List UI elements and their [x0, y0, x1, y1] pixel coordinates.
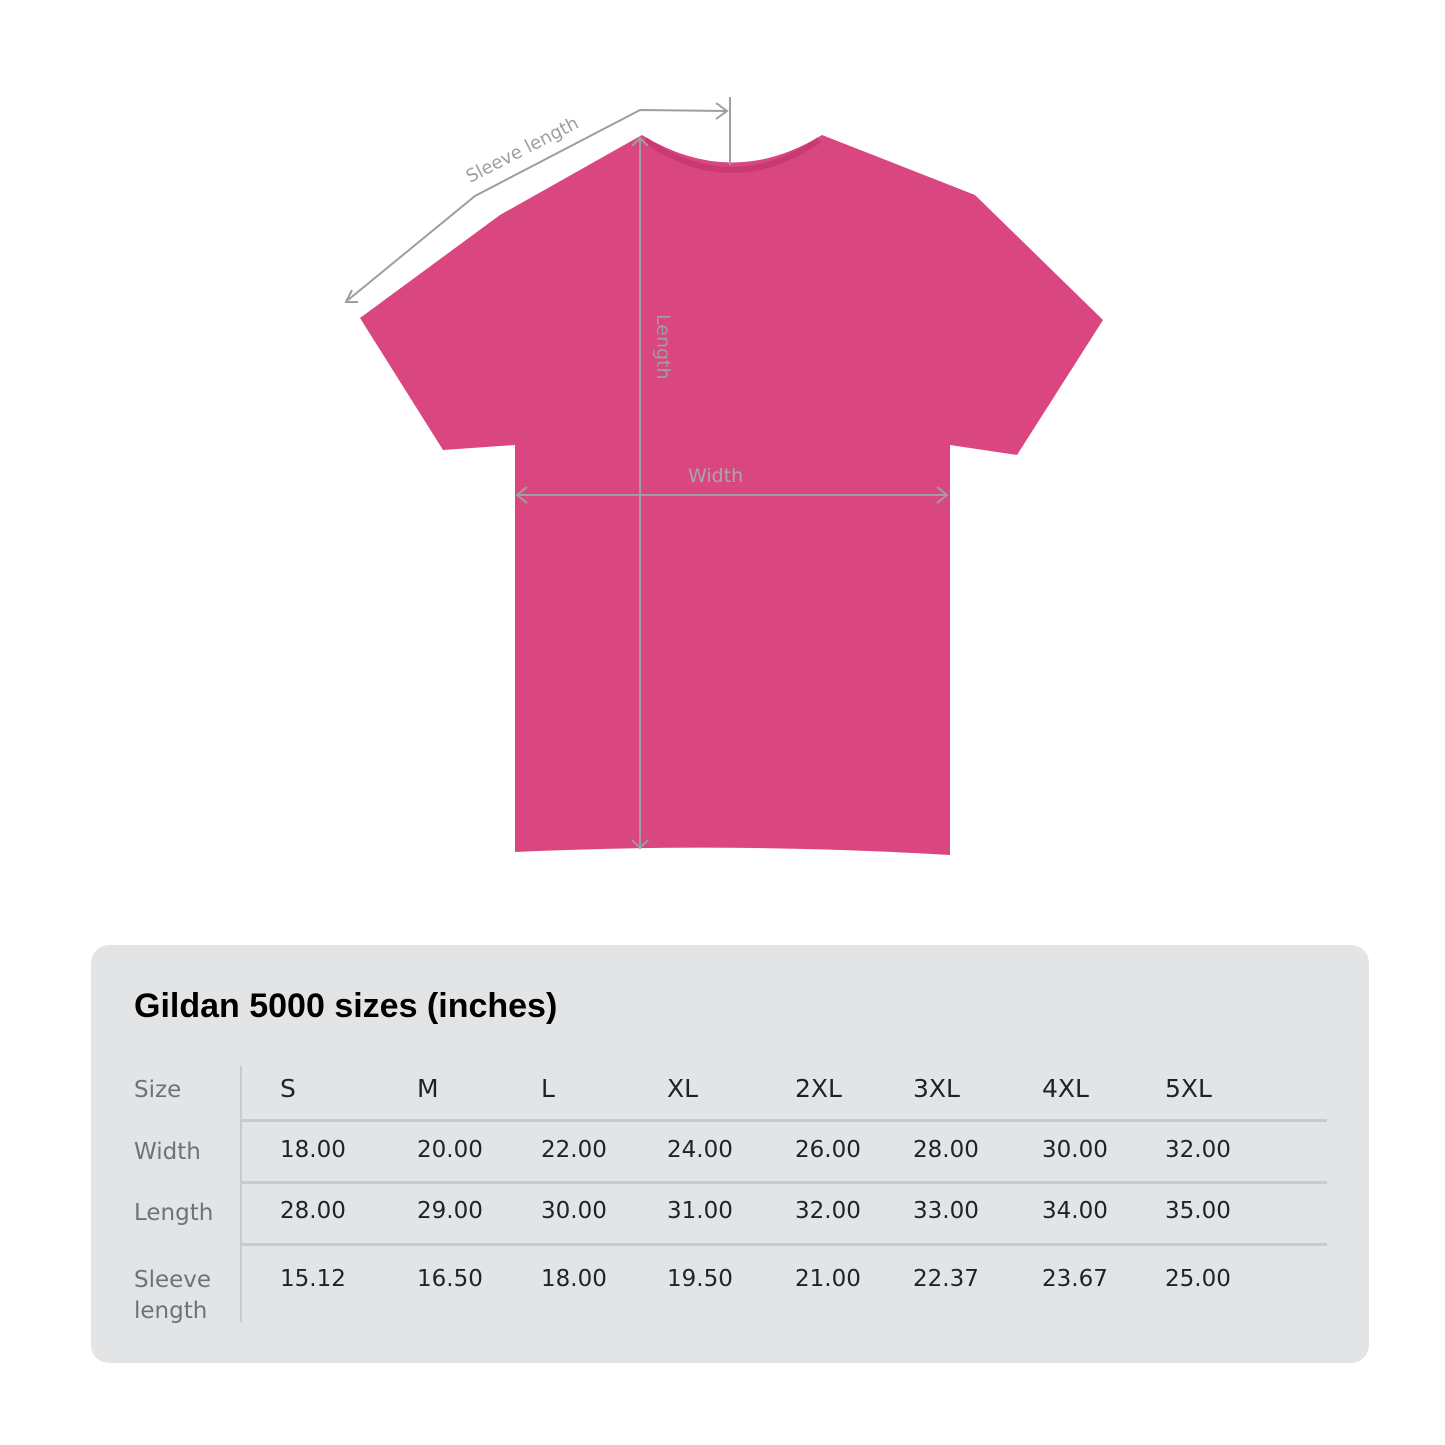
width-cell: 30.00 — [1042, 1137, 1108, 1163]
width-cell: 22.00 — [541, 1137, 607, 1163]
width-cell: 28.00 — [913, 1137, 979, 1163]
width-cell: 26.00 — [795, 1137, 861, 1163]
length-cell: 34.00 — [1042, 1198, 1108, 1224]
divider — [241, 1119, 1327, 1122]
sleeve-length-cell: 21.00 — [795, 1266, 861, 1292]
sleeve-length-cell: 19.50 — [667, 1266, 733, 1292]
measure-lines — [344, 97, 949, 850]
length-label: Length — [652, 314, 674, 380]
sleeve-length-cell: 23.67 — [1042, 1266, 1108, 1292]
sleeve-length-cell: 15.12 — [280, 1266, 346, 1292]
sleeve-length-cell: 25.00 — [1165, 1266, 1231, 1292]
size-header: L — [541, 1074, 555, 1103]
size-header: S — [280, 1074, 296, 1103]
size-table-card: Gildan 5000 sizes (inches) Size Width Le… — [91, 945, 1369, 1363]
tshirt-collar — [643, 137, 821, 173]
divider — [241, 1181, 1327, 1184]
size-header: 4XL — [1042, 1074, 1089, 1103]
row-label-sleeve-length: Sleeve length — [134, 1267, 212, 1324]
table-title: Gildan 5000 sizes (inches) — [134, 987, 558, 1025]
sleeve-length-cell: 16.50 — [417, 1266, 483, 1292]
size-header: 5XL — [1165, 1074, 1212, 1103]
width-cell: 18.00 — [280, 1137, 346, 1163]
sleeve-length-cell: 22.37 — [913, 1266, 979, 1292]
width-cell: 24.00 — [667, 1137, 733, 1163]
divider — [240, 1066, 242, 1322]
row-label-size: Size — [134, 1077, 182, 1103]
length-cell: 35.00 — [1165, 1198, 1231, 1224]
size-header: XL — [667, 1074, 699, 1103]
width-cell: 32.00 — [1165, 1137, 1231, 1163]
size-header: M — [417, 1074, 439, 1103]
divider — [241, 1243, 1327, 1246]
length-cell: 33.00 — [913, 1198, 979, 1224]
row-label-length: Length — [134, 1200, 214, 1226]
size-header: 3XL — [913, 1074, 960, 1103]
length-cell: 30.00 — [541, 1198, 607, 1224]
width-cell: 20.00 — [417, 1137, 483, 1163]
length-cell: 32.00 — [795, 1198, 861, 1224]
size-header: 2XL — [795, 1074, 842, 1103]
length-cell: 29.00 — [417, 1198, 483, 1224]
tshirt-diagram: Sleeve length Length Width — [344, 97, 1103, 855]
row-label-width: Width — [134, 1139, 201, 1165]
length-cell: 31.00 — [667, 1198, 733, 1224]
sleeve-length-cell: 18.00 — [541, 1266, 607, 1292]
width-label: Width — [688, 465, 743, 487]
sleeve-measure-line — [347, 108, 728, 301]
length-cell: 28.00 — [280, 1198, 346, 1224]
